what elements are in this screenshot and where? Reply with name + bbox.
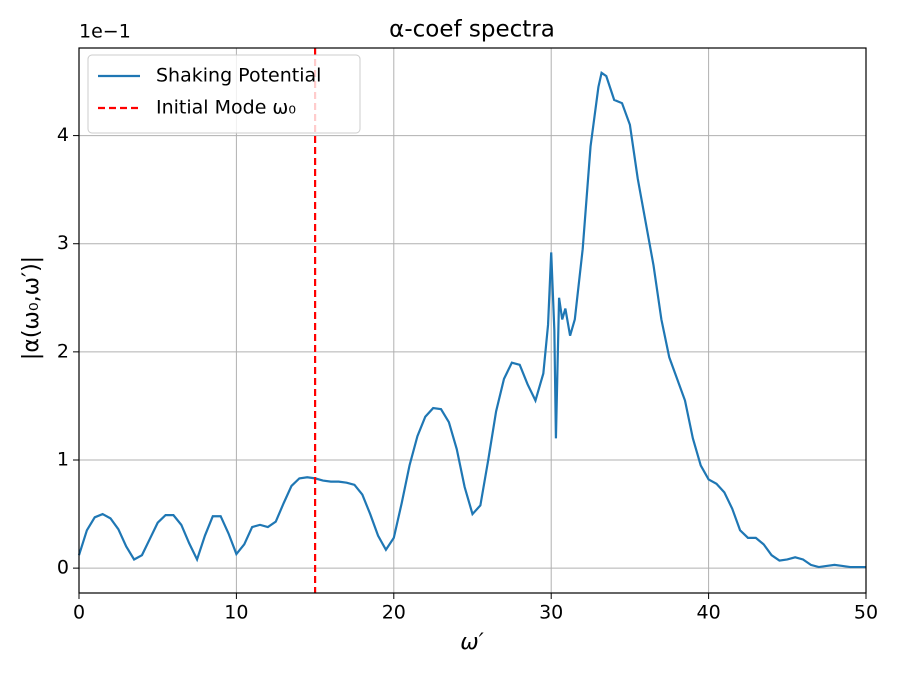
- plot-frame: [78, 47, 867, 594]
- y-tick-label: 2: [57, 340, 69, 362]
- legend-label: Initial Mode ω₀: [156, 97, 296, 119]
- x-axis-label: ω′: [460, 630, 483, 655]
- x-tick-label: 20: [382, 602, 406, 624]
- x-tick-label: 10: [224, 602, 248, 624]
- legend-label: Shaking Potential: [156, 65, 321, 87]
- x-tick-label: 0: [73, 602, 85, 624]
- x-tick-label: 30: [539, 602, 563, 624]
- y-tick-label: 3: [57, 232, 69, 254]
- y-tick-label: 1: [57, 448, 69, 470]
- y-offset-label: 1e−1: [79, 21, 131, 43]
- legend-box: [87, 54, 361, 134]
- chart-title: α-coef spectra: [389, 17, 555, 43]
- line-series: [77, 71, 866, 569]
- x-tick-label: 40: [697, 602, 721, 624]
- y-tick-label: 0: [57, 557, 69, 579]
- y-tick-label: 4: [57, 124, 69, 146]
- x-tick-label: 50: [854, 602, 878, 624]
- y-axis-label: |α(ω₀,ω′)|: [19, 256, 44, 360]
